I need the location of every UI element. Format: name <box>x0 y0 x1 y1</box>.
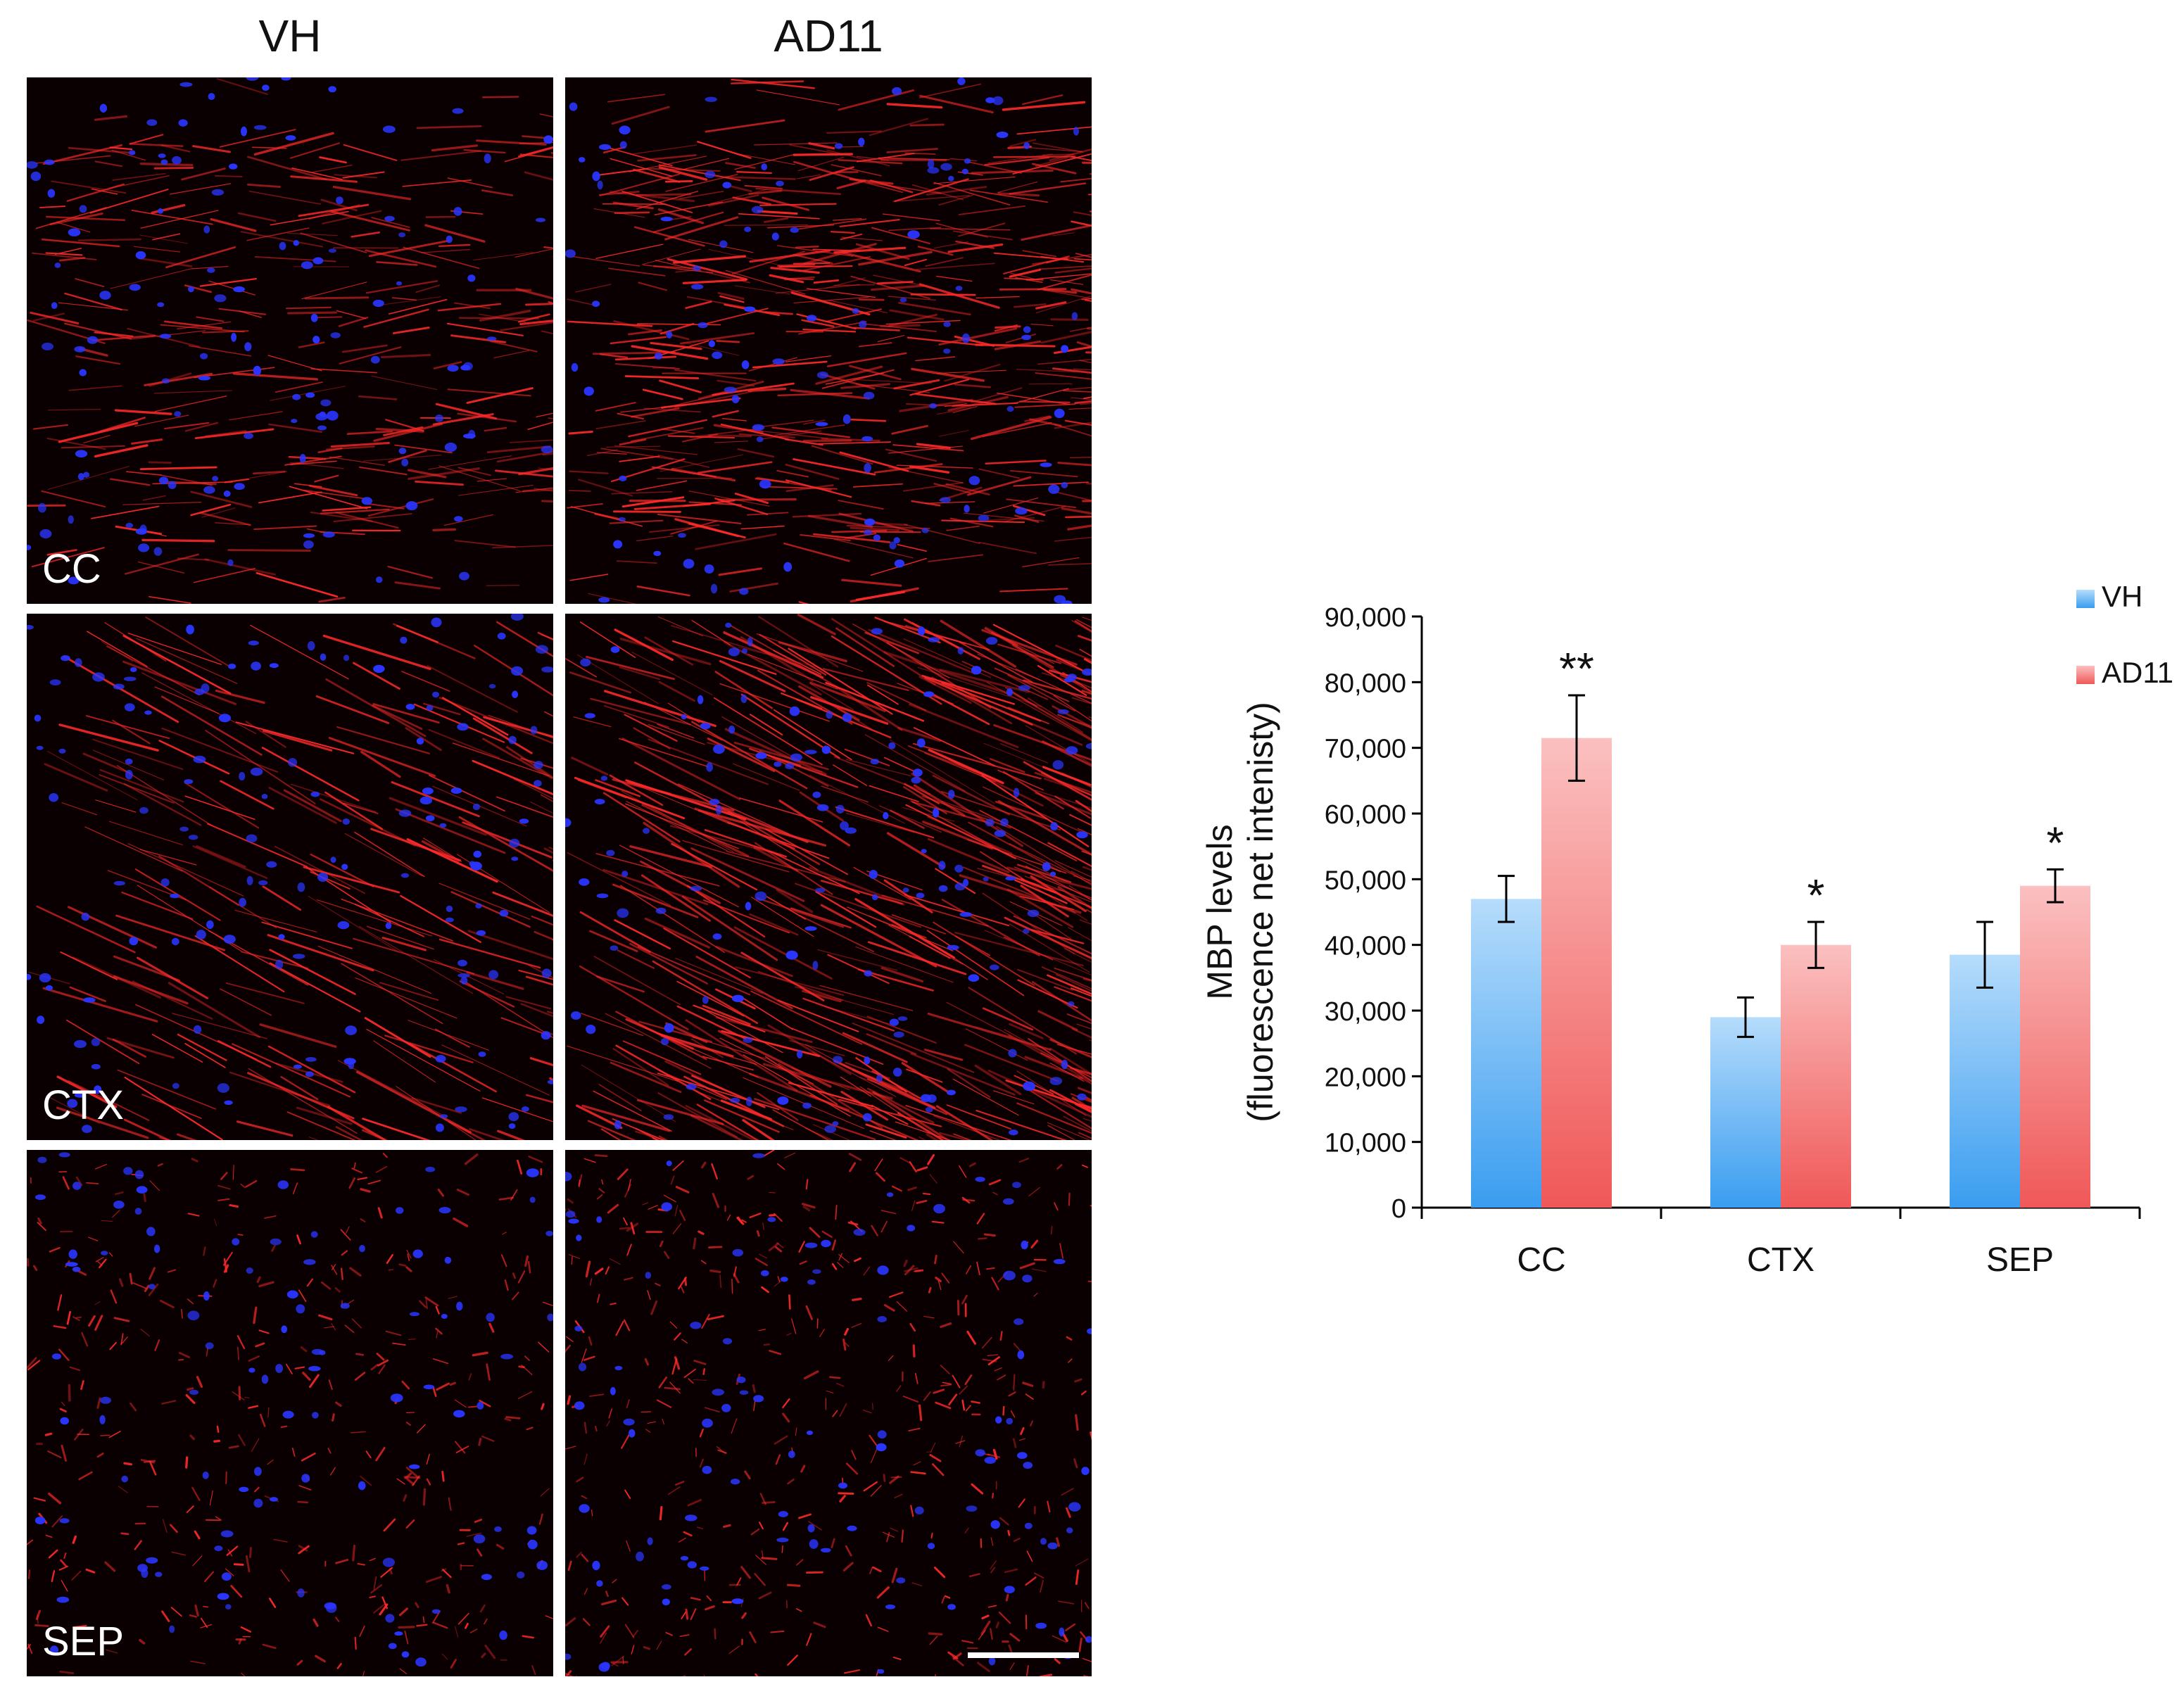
legend-label-vh: VH <box>2102 580 2142 613</box>
legend-swatch-vh <box>2076 590 2095 608</box>
x-tick-label: CC <box>1517 1241 1565 1279</box>
micrograph-cc-vh: CC <box>27 77 553 604</box>
column-header-ad11: AD11 <box>774 11 883 61</box>
y-tick-label: 10,000 <box>1325 1129 1406 1158</box>
y-tick-label: 90,000 <box>1325 603 1406 633</box>
y-tick-label: 20,000 <box>1325 1063 1406 1092</box>
micrograph-sep-vh-image <box>27 1150 553 1676</box>
bar-vh-cc <box>1471 899 1541 1208</box>
micrograph-cc-ad11 <box>565 77 1092 604</box>
mbp-bar-chart: 0 10,000 20,000 30,000 40,000 50,000 60,000 70,… <box>1200 580 2173 1279</box>
micrograph-sep-ad11-image <box>565 1150 1092 1676</box>
significance-mark: ** <box>1559 643 1594 694</box>
significance-mark: * <box>2047 817 2064 868</box>
significance-mark: * <box>1807 870 1825 921</box>
y-axis-label: MBP levels <box>1200 824 1239 999</box>
bar-ad11-ctx <box>1781 944 1851 1208</box>
column-header-vh: VH <box>258 11 322 61</box>
micrograph-cc-vh-image <box>27 77 553 604</box>
micrograph-cc-ad11-image <box>565 77 1092 604</box>
micrograph-ctx-ad11-image <box>565 614 1092 1140</box>
bar-vh-ctx <box>1710 1017 1781 1208</box>
micrograph-ctx-vh: CTX <box>27 614 553 1140</box>
bar-ad11-cc <box>1541 738 1612 1208</box>
x-tick-label: CTX <box>1747 1241 1814 1279</box>
bar-ad11-sep <box>2020 885 2090 1208</box>
y-tick-label: 30,000 <box>1325 997 1406 1027</box>
y-tick-label: 70,000 <box>1325 735 1406 764</box>
y-tick-label: 60,000 <box>1325 800 1406 830</box>
y-tick-label: 50,000 <box>1325 866 1406 895</box>
region-label-cc: CC <box>42 546 101 592</box>
legend-swatch-ad11 <box>2076 666 2095 684</box>
legend-label-ad11: AD11 <box>2102 656 2173 689</box>
y-tick-label: 0 <box>1391 1194 1406 1224</box>
bar-vh-sep <box>1950 954 2020 1208</box>
micrograph-ctx-vh-image <box>27 614 553 1140</box>
y-tick-label: 80,000 <box>1325 669 1406 698</box>
micrograph-sep-ad11 <box>565 1150 1092 1676</box>
y-tick-label: 40,000 <box>1325 932 1406 961</box>
micrograph-ctx-ad11 <box>565 614 1092 1140</box>
region-label-ctx: CTX <box>42 1082 124 1128</box>
region-label-sep: SEP <box>42 1619 125 1664</box>
micrograph-sep-vh: SEP <box>27 1150 553 1676</box>
y-axis-label: (fluorescence net intenisty) <box>1241 702 1280 1122</box>
scale-bar <box>968 1652 1079 1658</box>
x-tick-label: SEP <box>1986 1241 2054 1279</box>
